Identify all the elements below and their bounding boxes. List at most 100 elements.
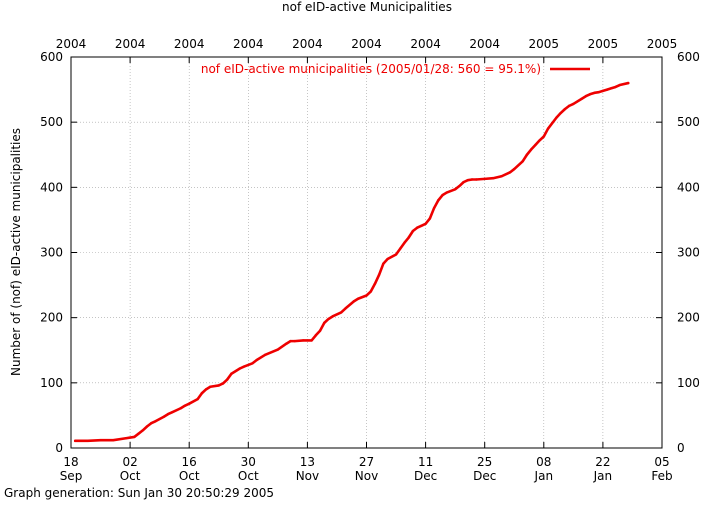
- data-point: [137, 432, 140, 435]
- data-point: [424, 222, 427, 226]
- x-tick-label-day: 05: [654, 455, 669, 469]
- x-tick-label-year-top: 2004: [115, 37, 146, 51]
- data-point: [470, 178, 474, 181]
- data-point: [251, 362, 254, 365]
- data-point: [339, 311, 343, 314]
- data-point: [618, 83, 621, 87]
- data-point: [567, 104, 571, 108]
- axis-ticks: [70, 56, 663, 449]
- y-tick-label-left: 100: [40, 376, 63, 390]
- y-tick-label-right: 200: [677, 311, 700, 325]
- x-tick-label-day: 13: [300, 455, 315, 469]
- data-point: [432, 206, 436, 210]
- data-point: [365, 294, 368, 297]
- data-point: [323, 321, 326, 325]
- x-tick-label-year-top: 2004: [233, 37, 264, 51]
- data-point: [179, 407, 182, 410]
- y-tick-label-right: 500: [677, 115, 700, 129]
- y-tick-label-right: 300: [677, 246, 700, 260]
- legend: nof eID-active municipalities (2005/01/2…: [201, 62, 590, 76]
- x-tick-label-month: Dec: [473, 469, 496, 483]
- y-tick-label-right: 400: [677, 180, 700, 194]
- data-point: [563, 107, 567, 111]
- data-point: [238, 367, 242, 370]
- data-point: [356, 297, 360, 300]
- x-tick-label-year-top: 2004: [174, 37, 205, 51]
- data-point: [327, 317, 330, 321]
- data-point: [318, 329, 322, 332]
- data-point: [141, 429, 144, 432]
- y-tick-label-left: 300: [40, 246, 63, 260]
- data-point: [411, 229, 415, 233]
- x-tick-label-year-top: 2004: [351, 37, 382, 51]
- data-point: [475, 178, 478, 181]
- data-point: [597, 90, 600, 94]
- chart-title: nof eID-active Municipalities: [282, 0, 452, 14]
- data-point: [525, 153, 529, 156]
- data-point: [466, 178, 470, 182]
- data-point: [508, 171, 512, 174]
- x-tick-label-month: Feb: [651, 469, 672, 483]
- data-point: [99, 438, 102, 442]
- data-point: [344, 307, 347, 310]
- data-point: [462, 180, 465, 184]
- data-point: [534, 143, 537, 147]
- data-point: [373, 282, 377, 285]
- x-tick-label-day: 11: [418, 455, 433, 469]
- data-point: [204, 388, 208, 391]
- data-point: [369, 290, 372, 293]
- data-point: [124, 437, 128, 440]
- x-tick-label-year-top: 2004: [292, 37, 323, 51]
- data-point: [386, 257, 389, 261]
- data-point: [188, 402, 191, 405]
- x-tick-label-month: Dec: [414, 469, 437, 483]
- data-point: [166, 412, 170, 416]
- x-tick-label-year-top: 2005: [588, 37, 619, 51]
- data-point: [445, 191, 448, 194]
- data-point: [491, 177, 495, 180]
- data-point: [382, 262, 385, 265]
- data-point: [437, 199, 440, 202]
- series-layer: [73, 81, 630, 443]
- data-point: [255, 358, 258, 362]
- y-tick-label-right: 100: [677, 376, 700, 390]
- data-point: [589, 92, 592, 96]
- data-point: [242, 365, 246, 368]
- x-tick-label-day: 02: [122, 455, 137, 469]
- data-point: [559, 111, 562, 115]
- data-point: [529, 148, 533, 151]
- data-point: [150, 422, 153, 425]
- data-point: [458, 184, 461, 188]
- data-point: [394, 253, 398, 256]
- data-point: [162, 415, 166, 418]
- x-tick-label-month: Jan: [593, 469, 613, 483]
- data-point: [377, 273, 381, 276]
- x-tick-label-month: Oct: [120, 469, 141, 483]
- y-tick-label-left: 400: [40, 180, 63, 194]
- data-point: [546, 127, 550, 130]
- data-point: [171, 410, 174, 414]
- data-point: [428, 217, 432, 220]
- data-point: [483, 177, 486, 181]
- data-point: [230, 372, 233, 375]
- x-tick-label-month: Oct: [238, 469, 259, 483]
- x-tick-label-day: 16: [182, 455, 197, 469]
- data-point: [225, 378, 229, 381]
- x-tick-label-year-top: 2004: [410, 37, 441, 51]
- x-tick-label-month: Nov: [296, 469, 319, 483]
- x-tick-label-day: 27: [359, 455, 374, 469]
- data-point: [112, 438, 115, 442]
- data-point: [453, 188, 457, 191]
- data-point: [593, 91, 596, 95]
- x-tick-label-year-top: 2005: [647, 37, 678, 51]
- data-point: [513, 167, 516, 171]
- x-tick-label-year-top: 2004: [469, 37, 500, 51]
- data-point: [403, 241, 406, 244]
- data-point: [154, 420, 157, 423]
- grid: [71, 57, 662, 448]
- y-tick-label-right: 600: [677, 50, 700, 64]
- data-point: [145, 425, 149, 428]
- data-point: [500, 175, 503, 178]
- y-tick-label-left: 0: [55, 441, 63, 455]
